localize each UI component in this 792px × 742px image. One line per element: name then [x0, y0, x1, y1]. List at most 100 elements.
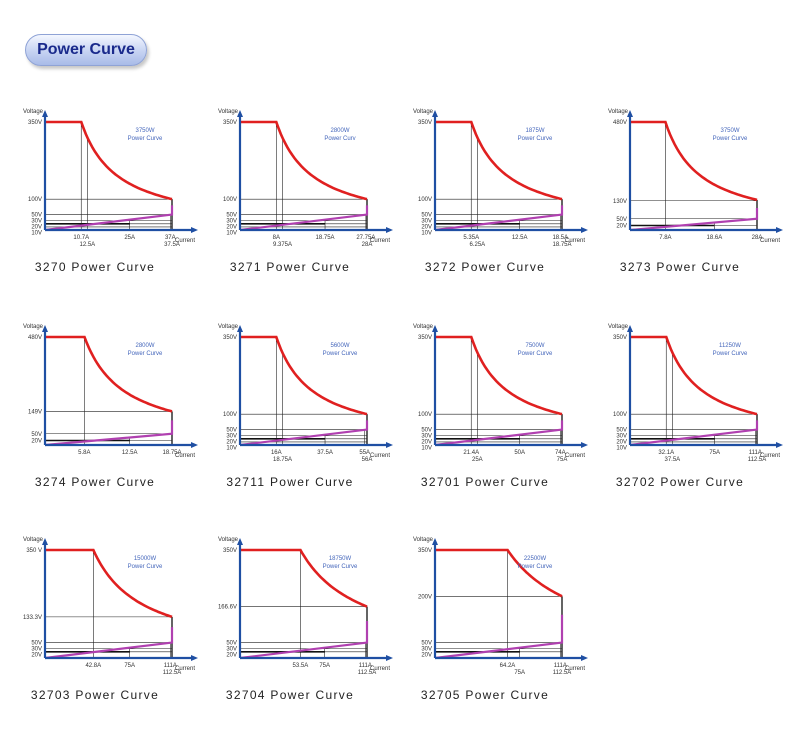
voltage-tick-label: 50V — [226, 428, 237, 434]
current-tick-label: 37.5A — [164, 242, 180, 248]
current-tick-label: 50A — [514, 450, 525, 456]
voltage-axis-arrow-icon — [237, 110, 243, 117]
current-tick-label: 112.5A — [358, 670, 377, 676]
voltage-tick-label: 350V — [418, 120, 432, 126]
y-axis-label: Voltage — [23, 324, 44, 330]
chart-title: 32702 Power Curve — [615, 475, 745, 489]
y-axis-label: Voltage — [23, 537, 44, 543]
power-curve-line — [435, 120, 563, 201]
voltage-tick-label: 149V — [28, 409, 42, 415]
power-rating-label: 2800W — [135, 343, 154, 349]
minimum-load-line — [434, 614, 564, 660]
chart-title: 3274 Power Curve — [34, 475, 156, 489]
voltage-tick-label: 20V — [421, 225, 432, 231]
voltage-tick-label: 20V — [226, 653, 237, 659]
current-tick-label: 18.75A — [316, 235, 335, 241]
voltage-tick-label: 10V — [226, 231, 237, 237]
voltage-tick-label: 50V — [421, 641, 432, 647]
x-axis-label: Current — [565, 238, 585, 244]
voltage-tick-label: 350V — [223, 120, 237, 126]
current-tick-label: 37.5A — [317, 450, 333, 456]
voltage-tick-label: 20V — [226, 440, 237, 446]
current-tick-label: 75A — [514, 670, 525, 676]
current-axis-arrow-icon — [581, 227, 588, 233]
voltage-tick-label: 20V — [421, 653, 432, 659]
current-tick-label: 5.35A — [463, 235, 479, 241]
current-tick-label: 112.5A — [553, 670, 572, 676]
power-rating-label: 15000W — [134, 556, 157, 562]
voltage-axis-arrow-icon — [237, 325, 243, 332]
power-rating-label: 1875W — [525, 128, 544, 134]
power-curve-chart: 32701 Power Curve Voltage Current 350V 100V 5… — [395, 320, 593, 510]
voltage-tick-label: 50V — [616, 428, 627, 434]
current-tick-label: 111A — [359, 663, 372, 669]
voltage-tick-label: 10V — [616, 446, 627, 452]
current-tick-label: 8A — [273, 235, 280, 241]
power-curve-line — [45, 548, 173, 619]
voltage-axis-arrow-icon — [627, 110, 633, 117]
power-curve-label: Power Curve — [713, 136, 748, 142]
power-curve-label: Power Curve — [323, 351, 358, 357]
current-tick-label: 12.5A — [79, 242, 95, 248]
power-curve-line — [240, 335, 368, 416]
current-tick-label: 21.4A — [463, 450, 479, 456]
voltage-axis-arrow-icon — [42, 110, 48, 117]
chart-title: 3273 Power Curve — [619, 260, 741, 274]
current-axis-arrow-icon — [581, 655, 588, 661]
current-axis-arrow-icon — [776, 442, 783, 448]
current-tick-label: 16A — [271, 450, 282, 456]
current-tick-label: 18.75A — [552, 242, 571, 248]
x-axis-label: Current — [760, 238, 780, 244]
voltage-axis-arrow-icon — [432, 110, 438, 117]
power-rating-label: 3750W — [720, 128, 739, 134]
y-axis-label: Voltage — [608, 324, 629, 330]
current-axis-arrow-icon — [191, 227, 198, 233]
power-curve-line — [630, 335, 758, 416]
voltage-axis-arrow-icon — [42, 325, 48, 332]
current-axis-arrow-icon — [191, 655, 198, 661]
power-curve-header-button[interactable]: Power Curve — [25, 34, 147, 66]
power-curve-line — [240, 120, 368, 201]
power-curve-line — [435, 548, 563, 598]
minimum-load-line — [629, 207, 759, 232]
power-curve-label: Power Curve — [323, 564, 358, 570]
voltage-tick-label: 480V — [613, 120, 627, 126]
x-axis-label: Current — [370, 666, 390, 672]
x-axis-label: Current — [370, 453, 390, 459]
current-tick-label: 37.5A — [664, 457, 680, 463]
voltage-tick-label: 100V — [613, 412, 627, 418]
current-tick-label: 75A — [319, 663, 330, 669]
current-tick-label: 18.75A — [162, 450, 181, 456]
voltage-tick-label: 480V — [28, 335, 42, 341]
power-rating-label: 18750W — [329, 556, 352, 562]
current-tick-label: 75A — [124, 663, 135, 669]
x-axis-label: Current — [370, 238, 390, 244]
current-tick-label: 28A — [752, 235, 763, 241]
current-tick-label: 37A — [165, 235, 176, 241]
current-tick-label: 28A — [362, 242, 373, 248]
minimum-load-line — [239, 420, 369, 447]
current-axis-arrow-icon — [386, 227, 393, 233]
current-tick-label: 5.8A — [78, 450, 90, 456]
voltage-tick-label: 30V — [226, 434, 237, 440]
voltage-axis-arrow-icon — [237, 538, 243, 545]
power-curve-chart: 3273 Power Curve Voltage Current 480V 130V 50… — [590, 105, 788, 295]
current-tick-label: 7.8A — [659, 235, 671, 241]
current-tick-label: 74A — [555, 450, 566, 456]
voltage-tick-label: 30V — [616, 434, 627, 440]
chart-title: 3272 Power Curve — [424, 260, 546, 274]
voltage-tick-label: 20V — [31, 653, 42, 659]
current-tick-label: 9.375A — [273, 242, 292, 248]
current-tick-label: 111A — [164, 663, 177, 669]
chart-title: 32701 Power Curve — [420, 475, 550, 489]
voltage-axis-arrow-icon — [627, 325, 633, 332]
current-axis-arrow-icon — [776, 227, 783, 233]
power-curve-chart: 32703 Power Curve Voltage Current 350 V 133.… — [5, 533, 203, 723]
current-tick-label: 53.5A — [293, 663, 309, 669]
